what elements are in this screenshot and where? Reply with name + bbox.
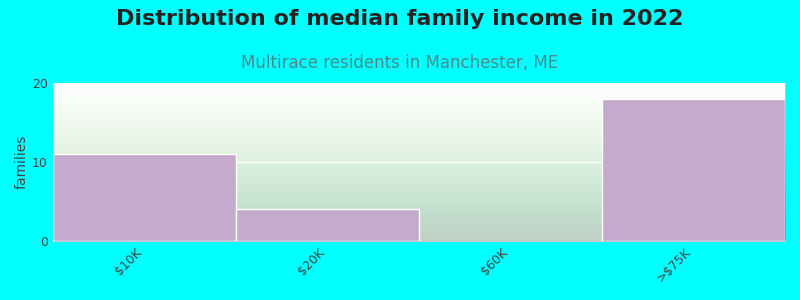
Text: Distribution of median family income in 2022: Distribution of median family income in … — [116, 9, 684, 29]
Bar — [236, 209, 418, 241]
Y-axis label: families: families — [15, 135, 29, 189]
Text: Multirace residents in Manchester, ME: Multirace residents in Manchester, ME — [242, 54, 558, 72]
Bar — [602, 99, 785, 241]
Bar — [53, 154, 236, 241]
